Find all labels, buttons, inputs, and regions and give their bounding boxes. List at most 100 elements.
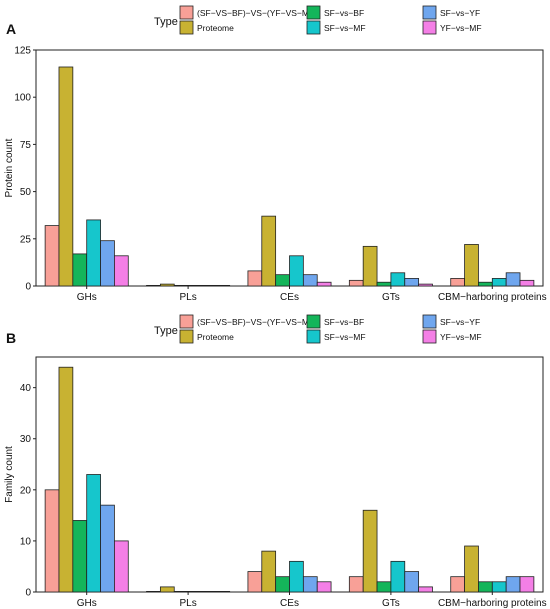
x-tick-label: PLs	[179, 598, 196, 609]
bar-4-4	[505, 576, 521, 593]
legend-key-3	[306, 329, 321, 344]
bar-4-4	[505, 272, 521, 287]
legend-key-4	[422, 314, 437, 329]
legend-label-0: (SF−VS−BF)−VS−(YF−VS−MF)	[197, 317, 317, 327]
panel-b: Type (SF−VS−BF)−VS−(YF−VS−MF) Proteome SF−v…	[4, 314, 547, 609]
bar-2-4	[302, 576, 318, 593]
bar-2-1	[261, 215, 277, 287]
x-tick-label: GTs	[382, 292, 400, 303]
bar-2-1	[261, 550, 277, 593]
bar-1-1	[159, 586, 175, 593]
bar-0-1	[58, 366, 74, 593]
bar-4-2	[478, 581, 493, 593]
y-tick-label: 10	[20, 536, 32, 547]
bar-1-1	[159, 283, 175, 287]
bar-0-5	[114, 255, 129, 287]
bar-3-5	[418, 586, 433, 593]
legend-label-1: Proteome	[197, 23, 234, 33]
x-tick-label: CEs	[280, 292, 299, 303]
bar-1-5	[215, 591, 231, 593]
bar-2-0	[247, 270, 263, 287]
bar-2-3	[289, 255, 304, 287]
legend: Type (SF−VS−BF)−VS−(YF−VS−MF) Proteome SF−v…	[154, 5, 482, 35]
bar-2-5	[316, 281, 332, 287]
y-tick-label: 20	[20, 485, 32, 496]
legend-key-0	[179, 314, 194, 329]
y-tick-label: 0	[25, 588, 31, 599]
bar-4-2	[478, 281, 493, 287]
y-tick-label: 50	[20, 187, 32, 198]
legend-key-0	[179, 5, 194, 20]
legend-key-2	[306, 5, 321, 20]
bar-3-5	[418, 283, 433, 287]
y-tick-label: 0	[25, 282, 31, 293]
bar-2-5	[316, 581, 332, 593]
legend-label-5: YF−vs−MF	[440, 332, 482, 342]
legend-label-4: SF−vs−YF	[440, 8, 480, 18]
bar-4-1	[464, 545, 479, 593]
y-tick-label: 125	[14, 46, 31, 57]
bar-0-2	[72, 520, 88, 593]
bar-3-3	[390, 272, 406, 287]
bar-3-4	[404, 571, 420, 593]
x-tick-label: PLs	[179, 292, 196, 303]
x-tick-label: CEs	[280, 598, 299, 609]
bar-0-0	[44, 489, 60, 593]
x-tick-label: CBM−harboring proteins	[438, 598, 547, 609]
bar-4-0	[450, 576, 465, 593]
bar-3-1	[362, 245, 378, 287]
bar-3-2	[376, 281, 392, 287]
bar-0-4	[100, 240, 115, 287]
bar-2-0	[247, 571, 263, 593]
bar-0-1	[58, 66, 74, 287]
y-tick-label: 40	[20, 383, 32, 394]
bar-4-3	[491, 581, 507, 593]
bar-1-5	[215, 284, 231, 287]
y-tick-label: 100	[14, 93, 31, 104]
legend-label-3: SF−vs−MF	[324, 23, 366, 33]
panel-label: A	[6, 21, 16, 37]
legend-title: Type	[154, 325, 178, 337]
bar-2-3	[289, 560, 304, 593]
bar-1-2	[173, 591, 189, 593]
bar-1-2	[173, 284, 189, 287]
y-tick-label: 30	[20, 434, 32, 445]
bar-1-4	[201, 591, 217, 593]
x-tick-label: CBM−harboring proteins	[438, 292, 547, 303]
x-tick-label: GHs	[77, 598, 97, 609]
legend: Type (SF−VS−BF)−VS−(YF−VS−MF) Proteome SF−v…	[154, 314, 482, 344]
bar-3-3	[390, 560, 406, 593]
legend-key-1	[179, 20, 194, 35]
bar-2-2	[275, 576, 290, 593]
bar-1-4	[201, 284, 217, 287]
bar-4-3	[491, 278, 507, 287]
bar-0-4	[100, 504, 115, 593]
bar-3-1	[362, 509, 378, 593]
legend-key-2	[306, 314, 321, 329]
bar-2-4	[302, 274, 318, 287]
bar-2-2	[275, 274, 290, 287]
y-tick-label: 75	[20, 140, 32, 151]
y-axis-label: Protein count	[4, 138, 15, 197]
bar-4-1	[464, 244, 479, 287]
legend-key-4	[422, 5, 437, 20]
bar-1-0	[146, 284, 161, 287]
bar-0-2	[72, 253, 88, 287]
bar-3-2	[376, 581, 392, 593]
bar-1-0	[146, 591, 161, 593]
panel-a: Type (SF−VS−BF)−VS−(YF−VS−MF) Proteome SF−v…	[4, 5, 547, 303]
legend-label-2: SF−vs−BF	[324, 317, 364, 327]
y-axis-label: Family count	[4, 446, 15, 503]
legend-label-2: SF−vs−BF	[324, 8, 364, 18]
bar-3-0	[348, 576, 364, 593]
bar-3-4	[404, 278, 420, 287]
legend-label-3: SF−vs−MF	[324, 332, 366, 342]
legend-label-1: Proteome	[197, 332, 234, 342]
x-tick-label: GHs	[77, 292, 97, 303]
legend-label-4: SF−vs−YF	[440, 317, 480, 327]
bar-4-5	[519, 576, 535, 593]
bar-4-5	[519, 279, 535, 287]
bar-0-3	[86, 474, 101, 593]
bar-1-3	[187, 591, 203, 593]
